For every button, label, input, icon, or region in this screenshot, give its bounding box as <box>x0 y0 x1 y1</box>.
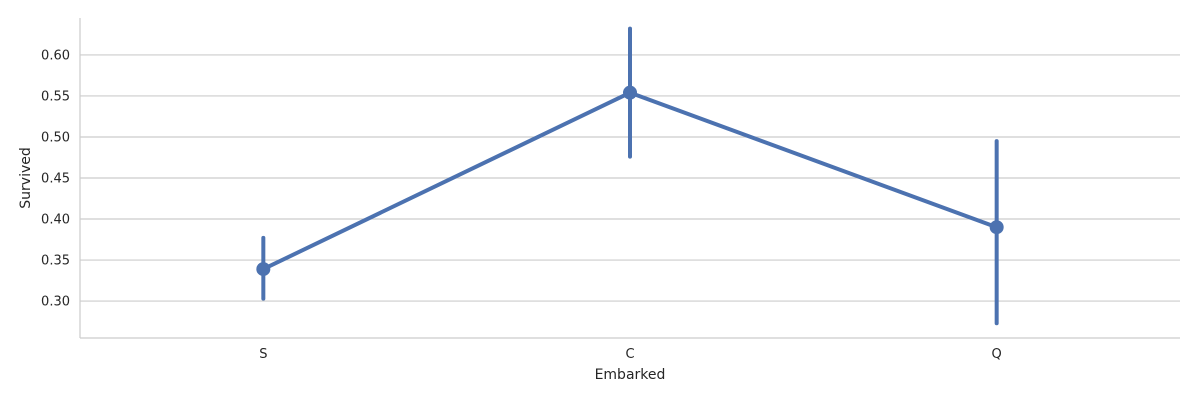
data-point <box>256 262 271 277</box>
y-tick-labels: 0.30 0.35 0.40 0.45 0.50 0.55 0.60 <box>41 48 70 309</box>
error-bars <box>261 26 999 326</box>
y-tick-label: 0.40 <box>41 213 70 228</box>
data-point <box>623 85 637 100</box>
y-tick-label: 0.30 <box>41 295 70 310</box>
y-tick-label: 0.60 <box>41 48 70 63</box>
data-points <box>256 85 1004 277</box>
x-tick-label: C <box>625 347 634 362</box>
data-point <box>989 220 1004 235</box>
x-axis-label: Embarked <box>595 367 666 383</box>
y-tick-label: 0.55 <box>41 89 70 104</box>
x-tick-label: Q <box>992 347 1002 362</box>
y-tick-label: 0.45 <box>41 172 70 187</box>
y-tick-label: 0.35 <box>41 254 70 269</box>
x-tick-label: S <box>259 347 267 362</box>
y-tick-label: 0.50 <box>41 130 70 145</box>
y-axis-label: Survived <box>18 147 34 208</box>
